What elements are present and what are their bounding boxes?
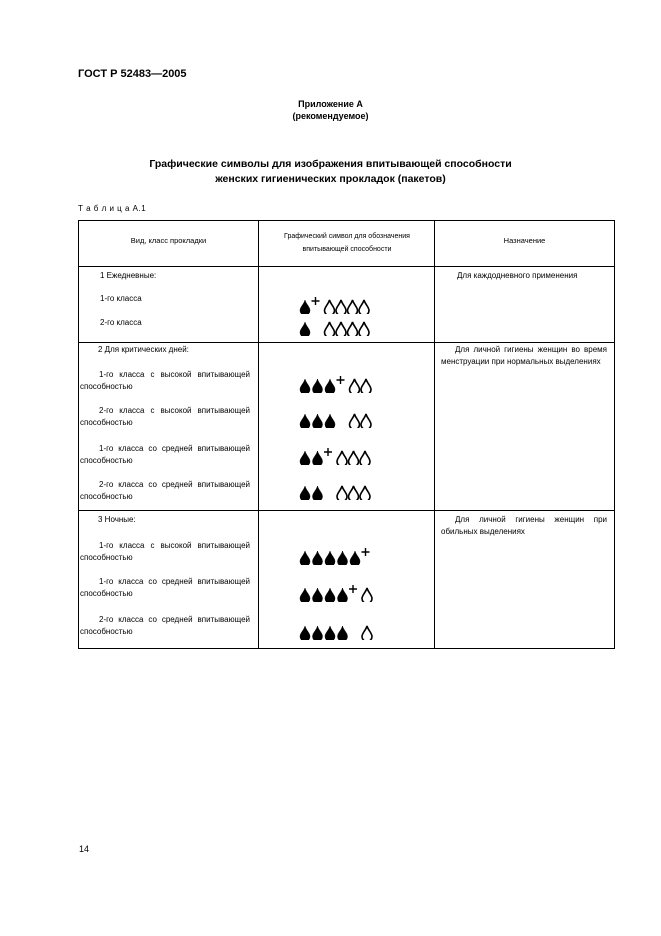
section-title: 3 Ночные:: [98, 515, 136, 524]
page-number: 14: [79, 844, 90, 854]
absorbency-symbol: [299, 485, 371, 500]
empty-drop-icon: [336, 485, 348, 500]
filled-drop-icon: [299, 587, 311, 602]
empty-drop-icon: [346, 321, 359, 336]
empty-drop-icon: [346, 299, 359, 314]
row-label: 2-го класса с высокой впитывающей способ…: [80, 406, 250, 427]
filled-drop-icon: [299, 485, 311, 500]
row-label: 1-го класса с высокой впитывающей способ…: [80, 541, 250, 562]
plus-icon: [311, 297, 320, 305]
absorbency-symbol: [299, 297, 370, 314]
filled-drop-icon: [299, 321, 311, 336]
filled-drop-icon: [312, 550, 323, 565]
filled-drop-icon: [299, 450, 311, 465]
plus-icon: [336, 376, 345, 384]
filled-drop-icon: [299, 299, 311, 314]
plus-icon: [349, 585, 357, 593]
annex-status: (рекомендуемое): [292, 111, 369, 121]
absorbency-symbol: [299, 448, 371, 465]
filled-drop-icon: [337, 625, 348, 640]
filled-drop-icon: [337, 587, 348, 602]
row-label: 2-го класса: [100, 318, 142, 327]
filled-drop-icon: [312, 378, 323, 393]
filled-drop-icon: [312, 625, 323, 640]
filled-drop-icon: [337, 550, 348, 565]
column-header-symbol: Графический символ для обозначения впиты…: [284, 233, 410, 253]
column-header-purpose: Назначение: [503, 236, 546, 245]
absorbency-symbol: [299, 548, 370, 565]
column-header-type: Вид, класс прокладки: [130, 236, 207, 245]
empty-drop-icon: [361, 625, 373, 640]
empty-drop-icon: [323, 321, 336, 336]
section-purpose: Для личной гигиены женщин во время менст…: [441, 345, 607, 366]
heading-line2: женских гигиенических прокладок (пакетов…: [215, 173, 446, 185]
absorbency-symbol: [299, 625, 373, 640]
empty-drop-icon: [361, 587, 373, 602]
filled-drop-icon: [324, 550, 336, 565]
empty-drop-icon: [358, 321, 370, 336]
filled-drop-icon: [324, 378, 336, 393]
absorbency-symbol: [299, 376, 372, 393]
empty-drop-icon: [347, 450, 360, 465]
filled-drop-icon: [324, 413, 336, 428]
empty-drop-icon: [336, 450, 348, 465]
filled-drop-icon: [299, 378, 311, 393]
row-label: 1-го класса со средней впитывающей спосо…: [80, 444, 250, 465]
empty-drop-icon: [347, 485, 360, 500]
row-label: 1-го класса со средней впитывающей спосо…: [80, 577, 250, 598]
empty-drop-icon: [348, 378, 361, 393]
empty-drop-icon: [335, 321, 347, 336]
empty-drop-icon: [323, 299, 336, 314]
filled-drop-icon: [312, 485, 323, 500]
filled-drop-icon: [312, 450, 323, 465]
filled-drop-icon: [324, 587, 336, 602]
section-title: 2 Для критических дней:: [98, 345, 189, 354]
filled-drop-icon: [349, 550, 361, 565]
row-label: 1-го класса: [100, 294, 142, 303]
absorbency-symbol: [299, 585, 373, 602]
row-label: 2-го класса со средней впитывающей спосо…: [80, 615, 250, 636]
table: [78, 220, 615, 649]
row-label: 1-го класса с высокой впитывающей способ…: [80, 370, 250, 391]
section-purpose: Для каждодневного применения: [457, 271, 578, 280]
filled-drop-icon: [299, 550, 311, 565]
empty-drop-icon: [335, 299, 347, 314]
plus-icon: [361, 548, 370, 556]
empty-drop-icon: [360, 378, 372, 393]
table-caption: Т а б л и ц а А.1: [78, 204, 147, 213]
empty-drop-icon: [360, 413, 372, 428]
empty-drop-icon: [348, 413, 361, 428]
annex-title: Приложение А: [298, 99, 363, 109]
absorbency-symbol: [299, 413, 372, 428]
heading-line1: Графические символы для изображения впит…: [149, 158, 512, 170]
plus-icon: [324, 448, 332, 456]
empty-drop-icon: [359, 450, 371, 465]
empty-drop-icon: [359, 485, 371, 500]
filled-drop-icon: [324, 625, 336, 640]
filled-drop-icon: [299, 413, 311, 428]
filled-drop-icon: [299, 625, 311, 640]
filled-drop-icon: [312, 413, 323, 428]
filled-drop-icon: [312, 587, 323, 602]
absorbency-symbol: [299, 321, 370, 336]
row-label: 2-го класса со средней впитывающей спосо…: [80, 480, 250, 501]
section-purpose: Для личной гигиены женщин при обильных в…: [441, 515, 607, 536]
document-code: ГОСТ Р 52483—2005: [78, 68, 187, 80]
empty-drop-icon: [358, 299, 370, 314]
section-title: 1 Ежедневные:: [100, 271, 157, 280]
